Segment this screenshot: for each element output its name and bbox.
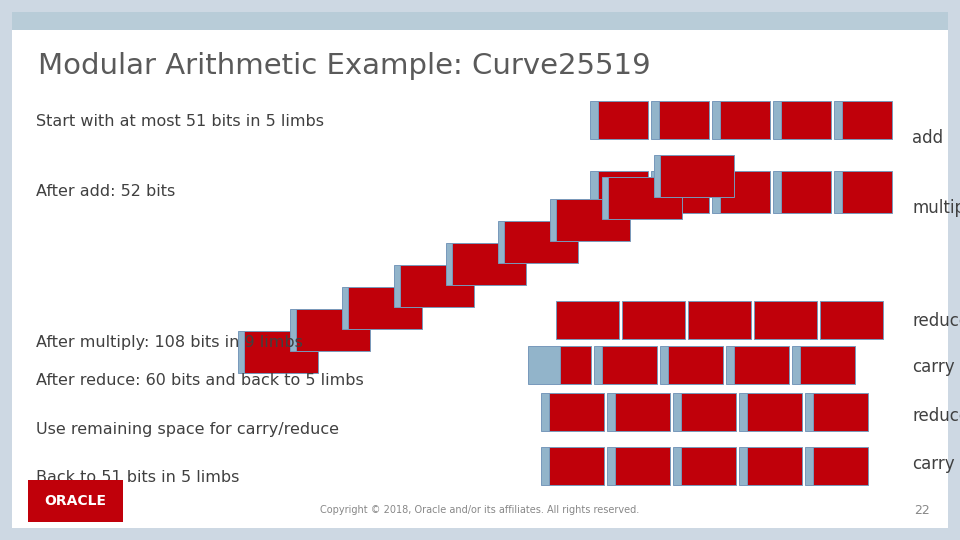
Bar <box>348 287 422 329</box>
Bar <box>549 393 604 431</box>
Bar <box>659 171 709 213</box>
Bar <box>12 12 948 30</box>
Bar <box>238 331 244 373</box>
Bar <box>834 101 842 139</box>
Bar <box>820 301 883 339</box>
Bar <box>615 447 670 485</box>
Bar <box>342 287 348 329</box>
Bar <box>622 301 685 339</box>
Bar <box>773 101 781 139</box>
Bar <box>602 346 657 384</box>
Bar <box>773 171 780 213</box>
Text: reduce: reduce <box>912 407 960 425</box>
Bar <box>660 155 734 197</box>
Bar <box>654 155 660 197</box>
Bar <box>673 447 682 485</box>
Bar <box>244 331 318 373</box>
Bar <box>598 101 648 139</box>
Bar <box>549 447 604 485</box>
Bar <box>673 393 682 431</box>
Bar <box>682 447 736 485</box>
Bar <box>781 101 831 139</box>
Text: ®: ® <box>113 480 123 490</box>
Bar <box>660 101 709 139</box>
Bar <box>528 346 560 384</box>
Bar <box>556 301 619 339</box>
Bar <box>668 346 723 384</box>
Text: carry: carry <box>912 455 954 474</box>
Bar <box>597 171 648 213</box>
Bar <box>550 199 556 241</box>
Text: After add: 52 bits: After add: 52 bits <box>36 184 176 199</box>
Bar <box>607 393 615 431</box>
Bar <box>682 393 736 431</box>
Bar <box>615 393 670 431</box>
Bar <box>660 346 668 384</box>
Text: add: add <box>912 129 943 147</box>
Bar <box>399 265 474 307</box>
Bar <box>504 221 578 263</box>
Bar <box>739 393 747 431</box>
Bar <box>594 346 602 384</box>
Bar <box>792 346 801 384</box>
Text: After reduce: 60 bits and back to 5 limbs: After reduce: 60 bits and back to 5 limb… <box>36 373 364 388</box>
Text: multiply: multiply <box>912 199 960 217</box>
Bar <box>747 393 802 431</box>
Bar <box>651 171 659 213</box>
Text: ORACLE: ORACLE <box>44 494 106 508</box>
Bar <box>451 243 526 285</box>
Bar <box>739 447 747 485</box>
Text: Use remaining space for carry/reduce: Use remaining space for carry/reduce <box>36 422 339 437</box>
Bar <box>608 177 682 219</box>
Bar <box>446 243 451 285</box>
Bar <box>296 309 370 351</box>
Bar <box>688 301 751 339</box>
Text: Copyright © 2018, Oracle and/or its affiliates. All rights reserved.: Copyright © 2018, Oracle and/or its affi… <box>321 505 639 515</box>
Bar <box>290 309 296 351</box>
Bar <box>651 101 660 139</box>
Bar <box>780 171 831 213</box>
Text: Modular Arithmetic Example: Curve25519: Modular Arithmetic Example: Curve25519 <box>38 52 651 80</box>
Bar <box>498 221 504 263</box>
Bar <box>560 346 591 384</box>
Text: Back to 51 bits in 5 limbs: Back to 51 bits in 5 limbs <box>36 470 239 485</box>
Bar <box>747 447 802 485</box>
Bar <box>834 171 842 213</box>
Text: reduce: reduce <box>912 312 960 330</box>
Bar <box>602 177 608 219</box>
Bar <box>842 171 892 213</box>
Bar <box>734 346 789 384</box>
Bar <box>720 171 770 213</box>
Bar <box>590 171 597 213</box>
Bar <box>805 447 813 485</box>
Bar <box>801 346 855 384</box>
Text: After multiply: 108 bits in 9 limbs: After multiply: 108 bits in 9 limbs <box>36 335 302 350</box>
Text: carry: carry <box>912 358 954 376</box>
Bar <box>541 393 549 431</box>
Text: Start with at most 51 bits in 5 limbs: Start with at most 51 bits in 5 limbs <box>36 114 324 129</box>
Bar <box>556 199 630 241</box>
Text: 22: 22 <box>914 503 930 516</box>
Bar <box>842 101 892 139</box>
Bar <box>394 265 399 307</box>
Bar <box>541 447 549 485</box>
Bar <box>607 447 615 485</box>
Bar <box>726 346 734 384</box>
Bar <box>712 171 720 213</box>
Bar <box>28 480 123 522</box>
Bar <box>813 447 868 485</box>
Bar <box>590 101 598 139</box>
Bar <box>754 301 817 339</box>
Bar <box>805 393 813 431</box>
Bar <box>712 101 720 139</box>
Bar <box>720 101 770 139</box>
Bar <box>813 393 868 431</box>
